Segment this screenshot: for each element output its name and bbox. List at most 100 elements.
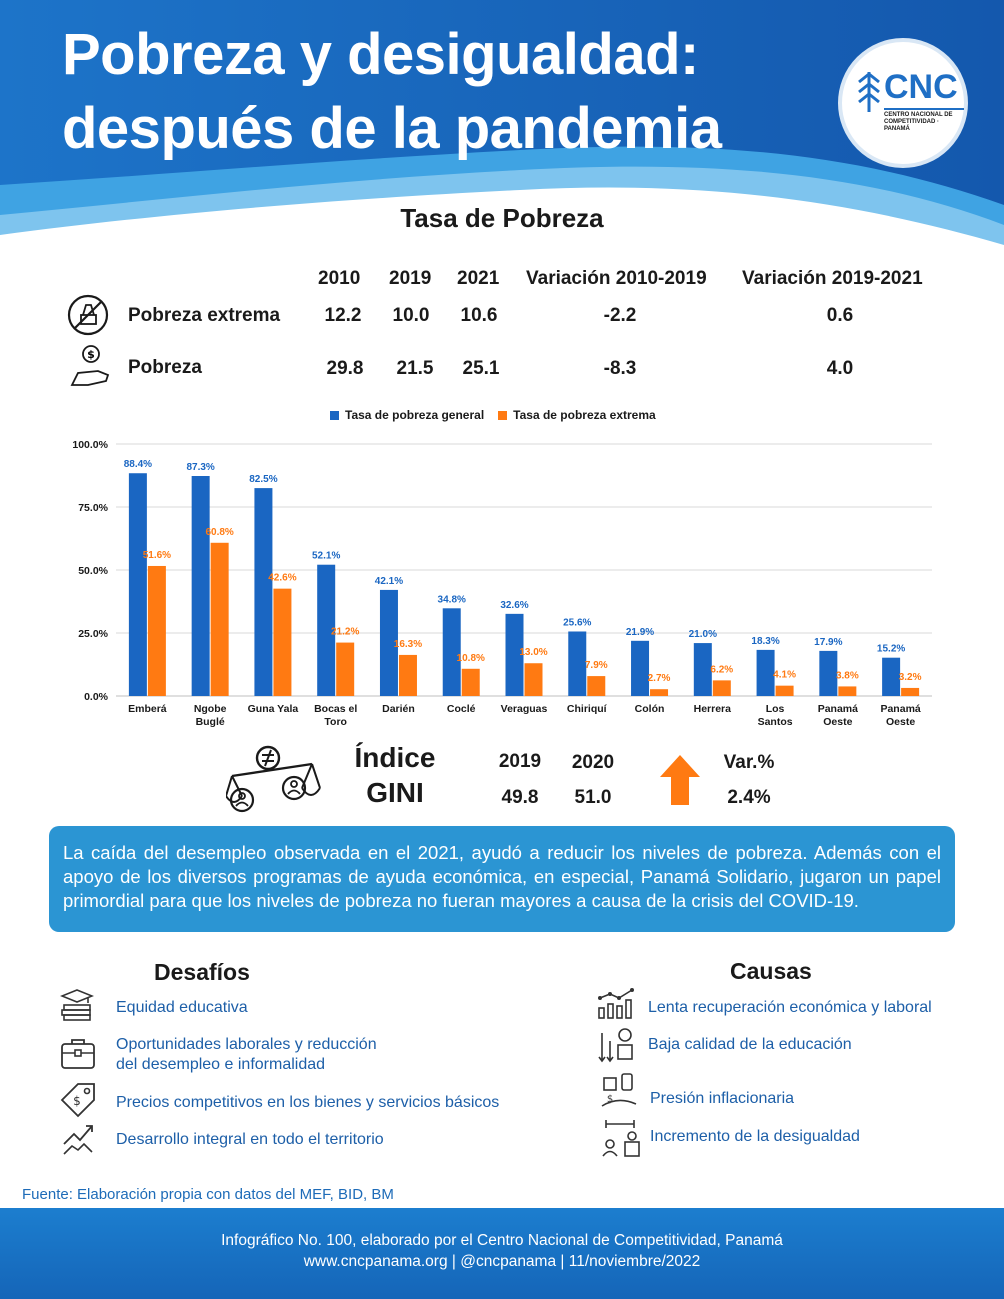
header-wave-background [0,0,1004,250]
desafios-title: Desafíos [154,959,250,985]
causa-item-4: Incremento de la desigualdad [650,1128,860,1145]
x-tick-label: Santos [758,716,793,728]
desafio-item-3: Precios competitivos en los bienes y ser… [116,1094,500,1111]
bar-extreme [587,676,606,696]
data-label-general: 87.3% [186,462,214,473]
x-tick-label: Chiriquí [567,703,608,715]
x-tick-label: Oeste [886,716,915,728]
causa-item-3: Presión inflacionaria [650,1090,795,1107]
bar-general [756,649,775,696]
bar-general [819,650,838,696]
svg-text:$: $ [73,1094,81,1108]
bar-extreme [650,689,669,696]
data-label-general: 82.5% [249,474,277,485]
data-label-general: 25.6% [563,617,591,628]
footer-line-2: www.cncpanama.org | @cncpanama | 11/novi… [303,1253,701,1270]
data-label-general: 21.0% [689,629,717,640]
data-label-extreme: 13.0% [519,647,547,658]
briefcase-icon [61,1039,95,1069]
x-tick-label: Darién [382,703,415,715]
legend-label-extreme: Tasa de pobreza extrema [513,408,656,422]
info-box: La caída del desempleo observada en el 2… [49,826,955,932]
svg-text:$: $ [607,1094,613,1105]
data-label-extreme: 21.2% [331,627,359,638]
cnc-logo: CNC CENTRO NACIONAL DE COMPETITIVIDAD · … [838,38,968,168]
growth-chart-icon [63,1125,93,1155]
data-label-general: 42.1% [375,576,403,587]
causa-item-2: Baja calidad de la educación [648,1036,852,1053]
x-tick-label: Herrera [694,703,732,715]
bar-general [317,564,336,696]
legend-swatch-general [330,410,339,420]
data-label-general: 34.8% [438,594,466,605]
gini-title-line-1: Índice [354,742,436,773]
bar-general [191,476,210,696]
bar-general [631,640,650,696]
x-tick-label: Coclé [447,703,476,715]
x-tick-label: Panamá [818,703,858,715]
gini-year-2020: 2020 [571,752,615,773]
title-line-2: después de la pandemia [62,96,722,161]
x-tick-label: Los [766,703,785,715]
x-tick-label: Emberá [128,703,167,715]
extreme-var-2010-2019: -2.2 [603,305,637,326]
bar-extreme [273,588,292,696]
data-label-extreme: 2.7% [648,673,671,684]
bar-extreme [336,642,355,696]
data-label-general: 88.4% [124,459,152,470]
chart-legend: Tasa de pobreza general Tasa de pobreza … [330,408,656,422]
bar-extreme [398,654,417,696]
bar-extreme [901,687,920,696]
price-tag-icon: $ [60,1083,95,1118]
x-tick-label: Colón [635,703,665,715]
x-tick-label: Buglé [196,716,225,728]
x-tick-label: Oeste [823,716,852,728]
row-label-extreme-poverty: Pobreza extrema [128,305,281,326]
poverty-2021: 25.1 [462,358,500,379]
data-label-extreme: 60.8% [205,527,233,538]
bar-extreme [147,565,166,696]
data-label-extreme: 42.6% [268,573,296,584]
extreme-2010: 12.2 [324,305,362,326]
legend-item-extreme: Tasa de pobreza extrema [498,408,656,422]
data-label-general: 32.6% [500,600,528,611]
extreme-var-2019-2021: 0.6 [826,305,854,326]
y-tick-label: 75.0% [78,502,108,514]
data-label-general: 21.9% [626,627,654,638]
bar-extreme [712,680,731,696]
bar-general [693,643,712,696]
data-label-extreme: 16.3% [394,639,422,650]
legend-label-general: Tasa de pobreza general [345,408,485,422]
footer: Infográfico No. 100, elaborado por el Ce… [0,1208,1004,1299]
legend-swatch-extreme [498,410,508,420]
education-decline-icon [598,1028,633,1063]
bar-general [254,488,273,696]
svg-text:$: $ [87,348,95,361]
poverty-var-2019-2021: 4.0 [826,358,854,379]
causa-item-1: Lenta recuperación económica y laboral [648,999,932,1016]
poverty-var-2010-2019: -8.3 [603,358,637,379]
bar-general [505,613,524,696]
increase-arrow-icon [660,755,700,805]
poverty-section-title: Tasa de Pobreza [400,203,604,233]
y-tick-label: 100.0% [72,439,108,451]
x-tick-label: Guna Yala [248,703,299,715]
gini-year-2019: 2019 [498,751,542,772]
extreme-poverty-icon [67,294,109,336]
data-label-general: 52.1% [312,551,340,562]
x-tick-label: Panamá [880,703,920,715]
header-banner: Pobreza y desigualdad: después de la pan… [0,0,1004,250]
bar-general [882,657,901,696]
bar-extreme [775,685,794,696]
y-tick-label: 25.0% [78,628,108,640]
poverty-bar-chart: 0.0% 25.0% 50.0% 75.0% 100.0% 88.4% 51.6% Ember… [72,439,932,728]
logo-subtext-1: CENTRO NACIONAL DE [884,112,953,118]
bar-general [442,608,461,696]
poverty-2019: 21.5 [396,358,434,379]
data-label-extreme: 4.1% [773,670,796,681]
bar-growth-icon [598,988,634,1019]
gini-value-2019: 49.8 [501,787,539,808]
causas-title: Causas [730,958,812,984]
footer-line-1: Infográfico No. 100, elaborado por el Ce… [221,1232,783,1249]
data-label-general: 18.3% [751,636,779,647]
